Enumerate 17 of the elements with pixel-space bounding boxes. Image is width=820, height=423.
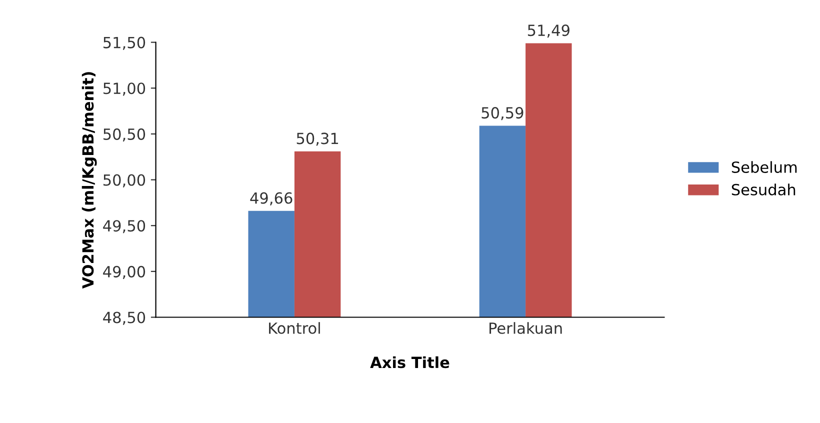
legend-label: Sebelum (732, 161, 797, 173)
data-label: 51,49 (528, 24, 570, 38)
data-label: 50,31 (296, 132, 338, 146)
y-tick-label: 48,50 (103, 312, 146, 325)
y-axis-title: VO2Max (ml/KgBB/menit) (82, 72, 97, 289)
y-tick-label: 49,50 (103, 220, 146, 234)
y-tick-label: 50,50 (104, 128, 146, 142)
y-tick-label: 51,00 (104, 82, 146, 96)
data-label: 49,66 (250, 192, 292, 206)
x-tick-label: Perlakuan (490, 322, 562, 334)
y-tick-label: 51,50 (104, 36, 146, 50)
y-tick-label: 49,00 (103, 266, 146, 280)
y-tick-label: 50,00 (104, 174, 146, 188)
data-label: 50,59 (482, 107, 524, 120)
x-tick-label: Kontrol (269, 322, 320, 334)
x-axis-title: Axis Title (370, 356, 450, 368)
legend-label: Sesudah (732, 184, 796, 196)
